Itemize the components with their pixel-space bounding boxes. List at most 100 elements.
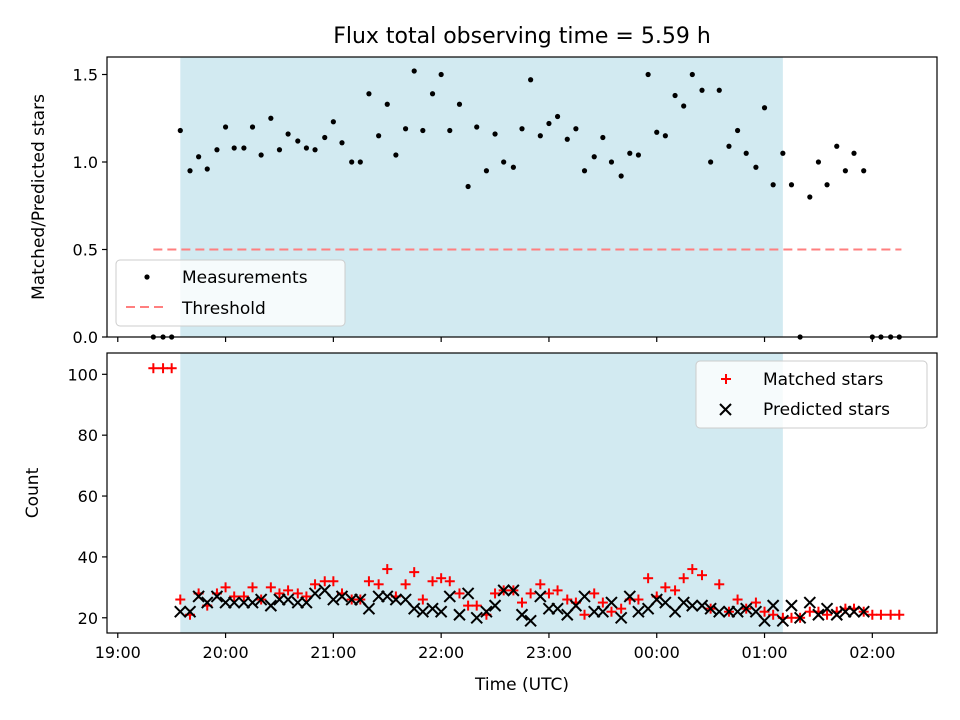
measurement-point [824, 182, 830, 188]
matched-star-point [543, 588, 554, 599]
predicted-star-point [281, 593, 295, 606]
predicted-star-point [659, 596, 672, 609]
matched-star-point [786, 612, 797, 623]
matched-star-point [606, 606, 617, 617]
predicted-star-point [480, 605, 493, 618]
measurement-point [564, 136, 570, 142]
top-axes-frame [106, 56, 938, 338]
predicted-star-point [461, 587, 475, 600]
predicted-star-point [264, 599, 278, 612]
predicted-star-point [443, 590, 456, 603]
measurement-point [842, 168, 848, 174]
predicted-star-point [192, 590, 205, 603]
measurement-point [285, 131, 291, 137]
matched-star-point [427, 576, 438, 587]
matched-star-point [660, 582, 671, 593]
measurement-point [438, 71, 444, 78]
x-axis-label: Time (UTC) [474, 675, 569, 695]
top-legend-box [115, 259, 346, 327]
measurement-point [492, 131, 498, 137]
matched-star-point [274, 588, 285, 599]
bottom-panel: 19:00 20:00 21:00 22:00 23:00 00:00 01:00 02:00… [67, 352, 938, 662]
measurement-point [393, 152, 399, 158]
predicted-star-point [830, 608, 843, 621]
matched-star-point [562, 594, 573, 605]
predicted-star-point [632, 605, 645, 618]
matched-star-point [454, 588, 465, 599]
matched-star-point [633, 594, 644, 605]
predicted-star-point [614, 611, 628, 624]
predicted-star-point [803, 596, 817, 609]
matched-star-point [517, 597, 527, 608]
matched-star-point [875, 609, 886, 620]
predicted-star-point [183, 605, 197, 618]
top-y-tick-label: 0.0 [73, 328, 98, 347]
x-tick-label: 22:00 [418, 643, 464, 662]
matched-star-point [301, 591, 312, 602]
matched-star-point [158, 363, 169, 374]
predicted-star-point [623, 590, 636, 603]
measurement-point [726, 143, 732, 149]
matched-star-point [670, 585, 681, 596]
measurement-point [834, 143, 840, 149]
predicted-star-point [408, 602, 421, 615]
measurement-point [276, 147, 283, 153]
predicted-star-point [731, 605, 744, 618]
matched-star-point [867, 609, 878, 620]
predicted-star-point [534, 590, 547, 603]
predicted-star-point [704, 602, 717, 615]
measurement-point [177, 127, 183, 134]
matched-star-point [894, 609, 905, 620]
matched-star-point [283, 585, 294, 596]
measurement-point [231, 145, 237, 151]
predicted-star-point [820, 602, 834, 615]
matched-star-point [471, 600, 482, 611]
measurement-point [699, 87, 705, 93]
predicted-star-point [650, 593, 663, 606]
measurement-point [249, 124, 256, 130]
measurement-point [519, 126, 525, 132]
measurement-point [716, 87, 722, 93]
predicted-star-point [713, 605, 726, 618]
matched-star-point [697, 570, 708, 581]
measurement-point [447, 127, 453, 134]
measurement-point [689, 71, 695, 78]
measurement-point [645, 71, 651, 78]
predicted-star-point [434, 605, 448, 618]
predicted-star-point [677, 596, 690, 609]
top-y-axis-label: Matched/Predicted stars [29, 94, 49, 300]
matched-star-point [589, 588, 600, 599]
x-tick-label: 01:00 [741, 643, 787, 662]
predicted-star-point [605, 596, 618, 609]
measurement-point [222, 124, 229, 130]
top-legend-threshold: Threshold [181, 299, 266, 319]
measurement-point [465, 183, 471, 190]
measurement-point [815, 159, 822, 165]
measurement-point [672, 92, 678, 99]
measurement-point [214, 147, 220, 153]
predicted-star-point [201, 596, 214, 609]
top-legend-measurement-marker [144, 274, 150, 280]
matched-star-point [687, 564, 698, 575]
measurement-point [474, 124, 480, 130]
measurement-point [734, 127, 741, 134]
predicted-star-point [551, 602, 564, 615]
measurement-point [402, 126, 409, 132]
measurement-point [268, 115, 274, 121]
matched-star-point [436, 573, 447, 584]
measurement-point [581, 168, 588, 174]
x-tick-label: 19:00 [95, 643, 141, 662]
matched-star-point [220, 582, 231, 593]
matched-star-point [768, 609, 779, 620]
predicted-star-point [470, 611, 483, 624]
measurement-point [788, 182, 795, 188]
predicted-star-point [210, 590, 224, 603]
measurement-point [608, 159, 615, 165]
measurement-point [761, 105, 768, 111]
bottom-observing-band [180, 353, 783, 633]
predicted-star-point [740, 602, 753, 615]
predicted-star-point [227, 596, 241, 609]
measurement-point [546, 120, 552, 127]
predicted-star-point [426, 602, 439, 615]
predicted-star-point [766, 599, 780, 612]
